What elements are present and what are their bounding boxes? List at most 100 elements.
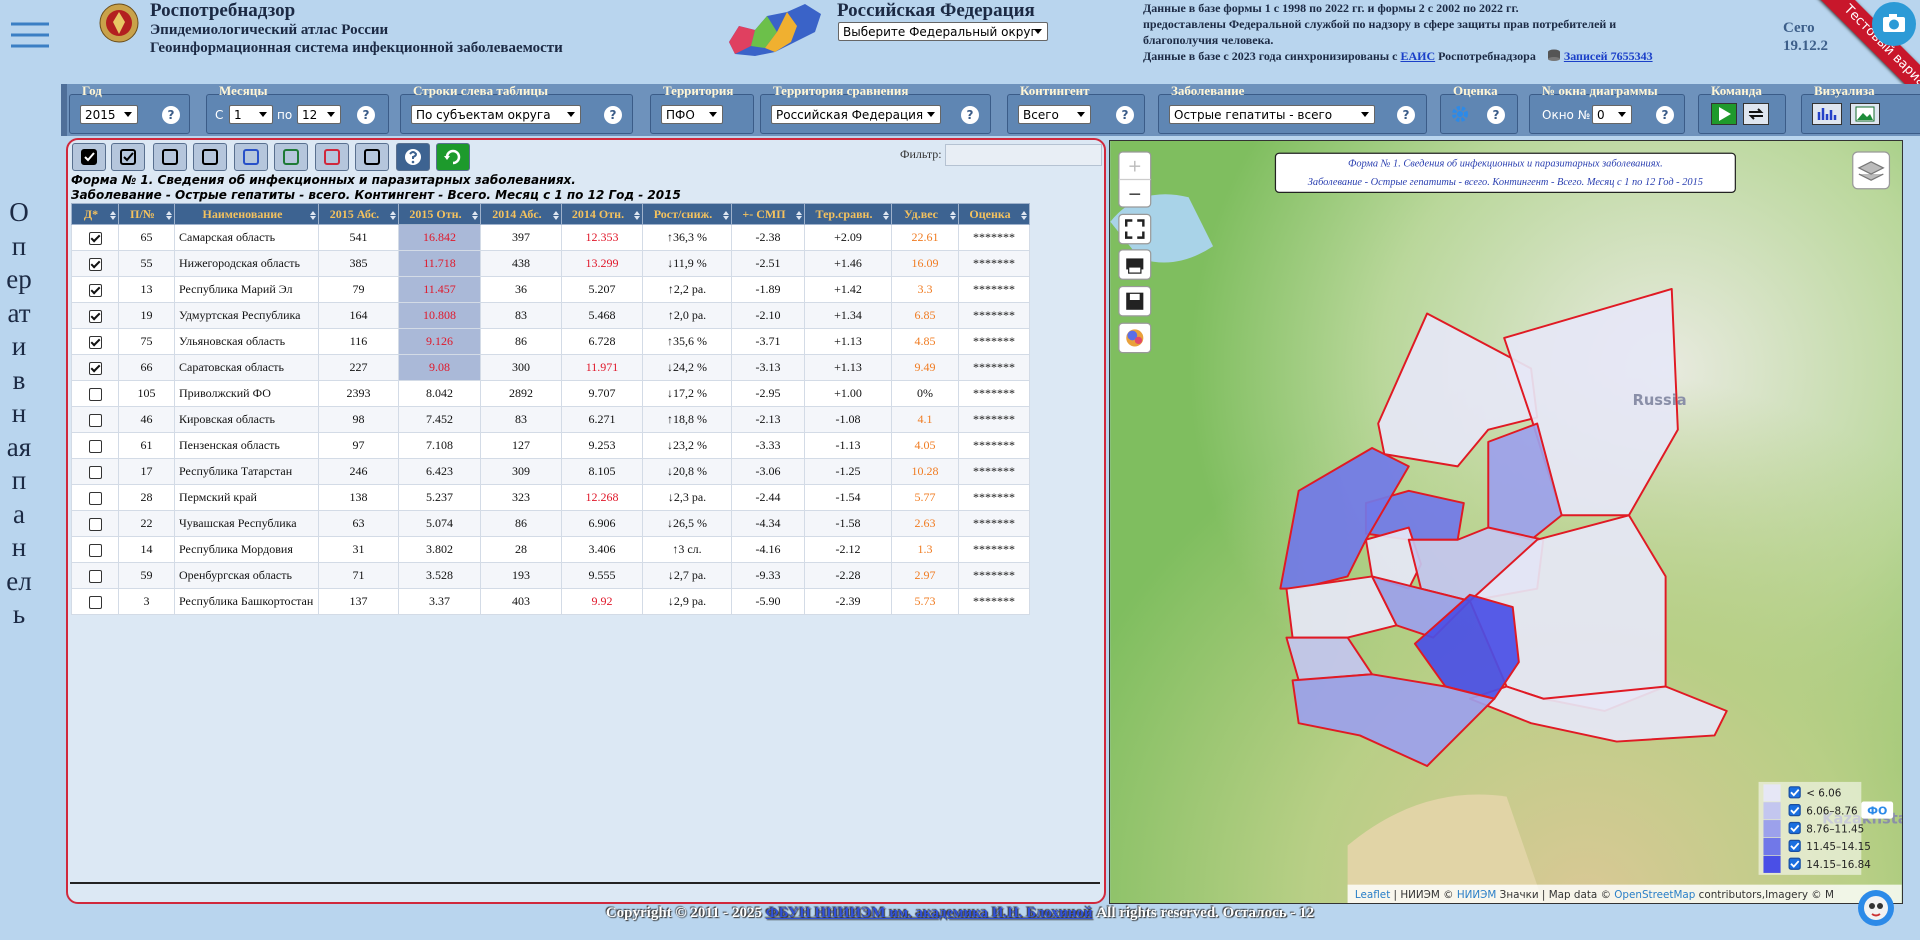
assistant-icon[interactable] [1856,888,1896,928]
copy-button[interactable] [193,143,227,171]
excel-export-button[interactable] [274,143,308,171]
compare-select[interactable]: Российская Федерация [771,105,941,124]
legend-checkbox[interactable] [1788,804,1801,817]
column-header[interactable]: П/№ [118,203,175,225]
contingent-select[interactable]: Всего [1018,105,1091,124]
layers-button[interactable] [1852,151,1891,190]
help-button[interactable]: ? [1656,106,1674,124]
column-header[interactable]: Наименование [174,203,319,225]
row-checkbox[interactable] [88,439,102,453]
legend-checkbox[interactable] [1788,786,1801,799]
image-button[interactable] [1850,103,1880,125]
attr-link[interactable]: НИИЭМ [1457,889,1497,901]
table-row[interactable]: 28 Пермский край 138 5.237 323 12.268 ↓2,3 ра.… [71,484,1030,511]
table-row[interactable]: 59 Оренбургская область 71 3.528 193 9.555 ↓2,… [71,562,1030,589]
fullscreen-button[interactable] [1118,213,1152,245]
month-to[interactable]: 12 [297,105,341,124]
pdf-export-button[interactable] [315,143,349,171]
column-header[interactable]: 2014 Отн. [561,203,643,225]
region-shape[interactable] [1468,685,1728,743]
zoom-in[interactable]: + [1128,157,1142,177]
table-row[interactable]: 61 Пензенская область 97 7.108 127 9.253 ↓23,2… [71,432,1030,459]
print-button[interactable] [355,143,389,171]
row-checkbox[interactable] [88,491,102,505]
camera-button[interactable] [1870,0,1918,48]
uncheck-button[interactable] [153,143,187,171]
doc-export-button[interactable] [234,143,268,171]
window-input[interactable]: 0 [1592,105,1632,124]
row-checkbox[interactable] [88,595,102,609]
help-button[interactable]: ? [357,106,375,124]
column-header[interactable]: Тер.сравн. [804,203,892,225]
row-checkbox[interactable] [88,231,102,245]
region-shape[interactable] [1285,575,1398,639]
help-button[interactable]: ? [1487,106,1505,124]
column-header[interactable]: Д* [71,203,119,225]
row-checkbox[interactable] [88,283,102,297]
legend-checkbox[interactable] [1788,857,1801,870]
row-checkbox[interactable] [88,465,102,479]
legend-checkbox[interactable] [1788,839,1801,852]
select-all-button[interactable] [72,143,106,171]
region-shape[interactable] [1377,312,1539,468]
records-link[interactable]: Записей 7655343 [1563,49,1653,63]
column-header[interactable]: 2015 Абс. [318,203,399,225]
help-button[interactable]: ? [162,106,180,124]
help-button[interactable]: ? [1116,106,1134,124]
region-shape[interactable] [1291,673,1496,767]
territory-select[interactable]: ПФО [661,105,723,124]
table-row[interactable]: 55 Нижегородская область 385 11.718 438 13.29… [71,250,1030,277]
org-link[interactable]: ФБУН ННИИЭМ им. академика И.Н. Блохиной [765,905,1093,921]
row-checkbox[interactable] [88,387,102,401]
attr-link[interactable]: OpenStreetMap [1614,889,1696,901]
row-checkbox[interactable] [88,309,102,323]
help-button[interactable] [396,143,430,171]
column-header[interactable]: 2014 Абс. [480,203,562,225]
table-row[interactable]: 75 Ульяновская область 116 9.126 86 6.728 ↑35,… [71,328,1030,355]
map[interactable]: Russia Kazakhsta Форма № 1. Сведения об … [1109,140,1903,904]
chart-button[interactable] [1812,103,1842,125]
row-checkbox[interactable] [88,413,102,427]
table-row[interactable]: 17 Республика Татарстан 246 6.423 309 8.105 ↓2… [71,458,1030,485]
help-button[interactable]: ? [961,106,979,124]
region-select[interactable]: Выберите Федеральный округ [838,22,1048,41]
table-row[interactable]: 65 Самарская область 541 16.842 397 12.353 ↑36… [71,224,1030,251]
row-checkbox[interactable] [88,517,102,531]
column-header[interactable]: 2015 Отн. [398,203,481,225]
table-row[interactable]: 46 Кировская область 98 7.452 83 6.271 ↑18,8 %… [71,406,1030,433]
help-button[interactable]: ? [1397,106,1415,124]
region-shape[interactable] [1364,526,1422,590]
rows-select[interactable]: По субъектам округа [411,105,581,124]
settings-icon[interactable] [1451,105,1469,123]
row-checkbox[interactable] [88,361,102,375]
run-button[interactable] [1711,103,1737,125]
table-row[interactable]: 22 Чувашская Республика 63 5.074 86 6.906 ↓26,… [71,510,1030,537]
eais-link[interactable]: ЕАИС [1400,49,1436,63]
month-from[interactable]: 1 [229,105,273,124]
filter-input[interactable] [945,144,1102,166]
table-row[interactable]: 3 Республика Башкортостан 137 3.37 403 9.92 ↓2… [71,588,1030,615]
table-row[interactable]: 13 Республика Марий Эл 79 11.457 36 5.207 ↑2,2… [71,276,1030,303]
row-checkbox[interactable] [88,335,102,349]
row-checkbox[interactable] [88,543,102,557]
column-header[interactable]: Рост/сниж. [642,203,732,225]
fo-label[interactable]: ФО [1867,804,1887,817]
disease-select[interactable]: Острые гепатиты - всего [1169,105,1375,124]
table-row[interactable]: 19 Удмуртская Республика 164 10.808 83 5.468 ↑… [71,302,1030,329]
table-row[interactable]: 14 Республика Мордовия 31 3.802 28 3.406 ↑3 сл… [71,536,1030,563]
row-checkbox[interactable] [88,569,102,583]
column-header[interactable]: Уд.вес [891,203,959,225]
row-checkbox[interactable] [88,257,102,271]
year-select[interactable]: 2015 [80,105,138,124]
zoom-out[interactable]: − [1128,185,1142,205]
check-button[interactable] [111,143,145,171]
legend-checkbox[interactable] [1788,821,1801,835]
region-shape[interactable] [1487,422,1563,541]
menu-button[interactable] [10,20,50,50]
table-row[interactable]: 66 Саратовская область 227 9.08 300 11.971 ↓24… [71,354,1030,381]
repeat-button[interactable] [1743,103,1769,125]
refresh-button[interactable] [436,143,470,171]
table-row[interactable]: 105 Приволжский ФО 2393 8.042 2892 9.707 ↓17,2… [71,380,1030,407]
column-header[interactable]: Оценка [958,203,1030,225]
column-header[interactable]: +- СМП [731,203,805,225]
